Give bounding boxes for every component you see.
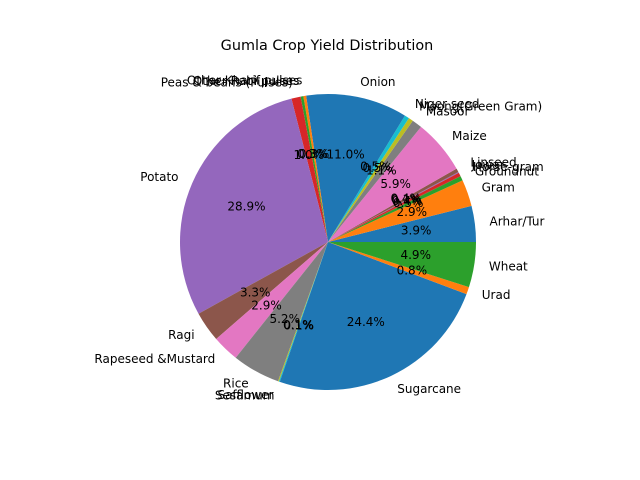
percent-labels: 3.9%2.9%0.5%0.4%0.1%0.4%5.9%1.1%0.5%0.5%…: [227, 147, 431, 333]
percent-label-linseed: 0.4%: [390, 191, 421, 205]
percent-label-onion: 11.0%: [326, 147, 364, 161]
slice-label-ragi: Ragi: [168, 328, 194, 342]
pie-slice-jowar: [328, 171, 459, 242]
percent-label-arhar-tur: 3.9%: [401, 224, 432, 238]
percent-label-horse-gram: 0.4%: [392, 194, 423, 208]
percent-label-urad: 0.8%: [397, 264, 428, 278]
pie-slice-rapeseed-mustard: [216, 242, 328, 358]
pie-slice-potato: [179, 98, 328, 314]
percent-label-peas-beans-pulses: 1.0%: [294, 148, 325, 162]
percent-label-groundnut: 0.5%: [393, 196, 424, 210]
slice-label-other-rabi-pulses: Other Rabi pulses: [193, 74, 300, 88]
slice-label-groundnut: Groundnut: [475, 164, 539, 178]
slice-label-linseed: Linseed: [470, 156, 516, 170]
pie-slice-safflower: [278, 242, 328, 382]
pie-slice-ragi: [198, 242, 328, 339]
slice-label-peas-beans-pulses: Peas & beans (Pulses): [161, 76, 293, 90]
percent-label-wheat: 4.9%: [400, 248, 431, 262]
pie-slice-gram: [328, 180, 472, 242]
pie-slice-other-kharif-pulses: [303, 95, 328, 242]
pie-slice-onion: [306, 94, 405, 242]
pie-slice-masoor: [328, 120, 422, 242]
pie-slice-urad: [328, 242, 469, 295]
slice-label-rapeseed-mustard: Rapeseed &Mustard: [94, 352, 215, 366]
slice-label-safflower: Safflower: [217, 388, 273, 402]
percent-label-ragi: 3.3%: [240, 285, 271, 299]
pie-slice-wheat: [328, 242, 476, 288]
pie-slice-linseed: [328, 168, 459, 242]
pie-slice-niger-seed: [328, 115, 409, 242]
percent-label-niger-seed: 0.5%: [360, 159, 391, 173]
pie-slice-groundnut: [328, 176, 463, 242]
slice-labels: Arhar/Tur Gram GroundnutHorse-gramJowarLin…: [94, 74, 544, 403]
percent-label-potato: 28.9%: [227, 199, 265, 213]
slice-label-gram: Gram: [482, 180, 515, 194]
slice-label-urad: Urad: [482, 288, 511, 302]
pie-slice-peas-beans-pulses: [291, 96, 328, 242]
percent-label-safflower: 0.1%: [283, 318, 314, 332]
percent-label-moong-green-gram: 0.5%: [362, 161, 393, 175]
percent-label-other-kharif-pulses: 0.3%: [299, 147, 330, 161]
percent-label-masoor: 1.1%: [366, 164, 397, 178]
slice-label-niger-seed: Niger seed: [415, 97, 480, 111]
pie-slice-arhar-tur: [328, 205, 476, 242]
percent-label-rice: 5.2%: [269, 312, 300, 326]
slice-label-maize: Maize: [452, 129, 487, 143]
slice-label-potato: Potato: [140, 170, 178, 184]
slice-label-sugarcane: Sugarcane: [397, 382, 461, 396]
pie-slice-horse-gram: [328, 172, 461, 242]
percent-label-gram: 2.9%: [397, 205, 428, 219]
pie-slice-sugarcane: [279, 242, 467, 390]
slice-label-other-kharif-pulses: Other Kharif pulses: [187, 74, 302, 88]
pie-slices: [179, 94, 476, 390]
slice-label-onion: Onion: [360, 75, 395, 89]
slice-label-moong-green-gram: Moong(Green Gram): [419, 100, 542, 114]
percent-label-other-rabi-pulses: 0.3%: [297, 147, 328, 161]
percent-label-rapeseed-mustard: 2.9%: [251, 299, 282, 313]
pie-slice-sesamum: [278, 242, 328, 382]
slice-label-arhar-tur: Arhar/Tur: [490, 214, 545, 228]
percent-label-jowar: 0.1%: [391, 193, 422, 207]
slice-label-jowar: Jowar: [471, 158, 505, 172]
pie-slice-moong-green-gram: [328, 118, 413, 242]
percent-label-sugarcane: 24.4%: [347, 315, 385, 329]
slice-label-horse-gram: Horse-gram: [473, 160, 544, 174]
pie-slice-rice: [235, 242, 328, 382]
percent-label-sesamum: 0.1%: [284, 318, 315, 332]
chart-title: Gumla Crop Yield Distribution: [221, 38, 434, 54]
pie-slice-other-rabi-pulses: [300, 96, 328, 242]
slice-label-masoor: Masoor: [426, 104, 470, 118]
slice-label-rice: Rice: [223, 377, 249, 391]
percent-label-maize: 5.9%: [380, 177, 411, 191]
slice-label-wheat: Wheat: [489, 260, 528, 274]
pie-slice-maize: [328, 126, 457, 242]
slice-label-sesamum: Sesamum: [215, 388, 275, 402]
